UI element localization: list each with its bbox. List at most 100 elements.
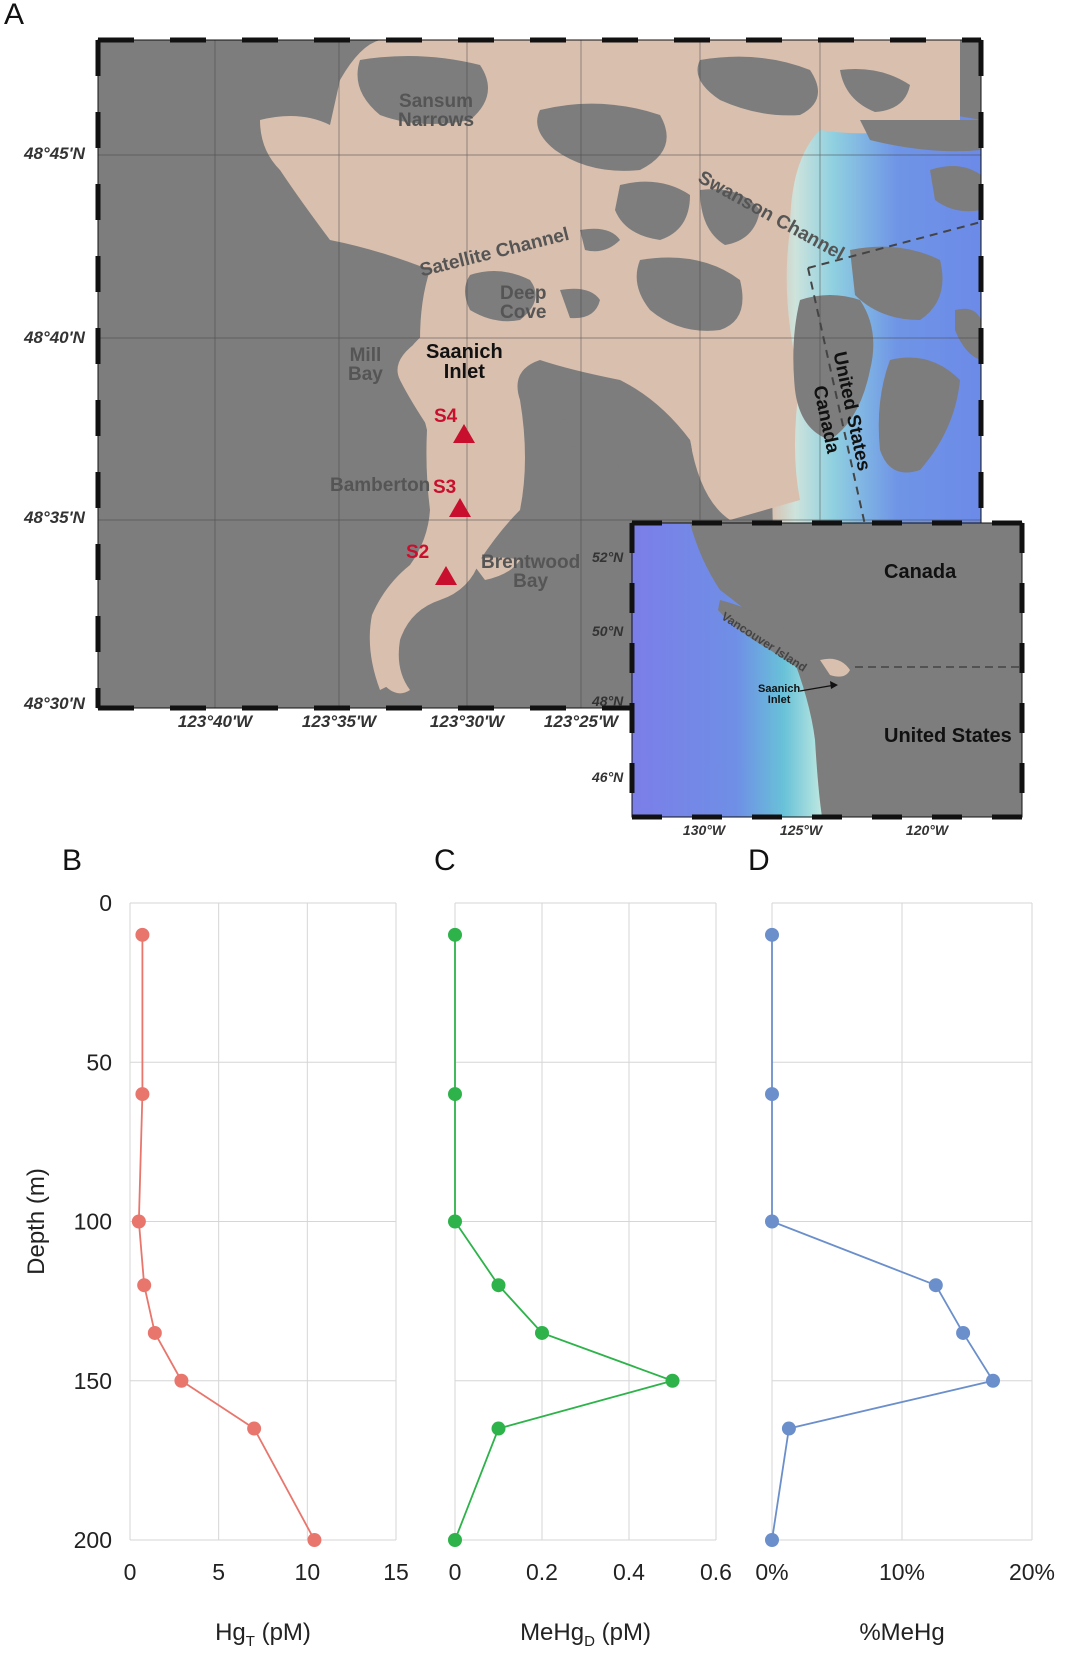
panel-d-label: D: [748, 844, 770, 877]
data-point: [928, 1278, 943, 1293]
x-tick-label: 5: [212, 1559, 225, 1585]
y-tick-label: 200: [74, 1527, 112, 1553]
data-point: [535, 1325, 549, 1340]
data-point: [665, 1373, 680, 1388]
data-point: [956, 1325, 971, 1340]
data-point: [448, 927, 462, 942]
lon-label-12325: 123°25'W: [543, 712, 619, 731]
lat-label-4830: 48°30'N: [24, 694, 85, 713]
panel-a-label: A: [4, 0, 25, 31]
inset-lat-52: 52°N: [592, 549, 624, 565]
island: [930, 166, 981, 212]
lon-label-12340: 123°40'W: [177, 712, 253, 731]
data-point: [135, 1087, 150, 1102]
x-tick-label: 0.6: [700, 1559, 732, 1585]
vancouver-island: [718, 600, 847, 690]
data-point: [986, 1373, 1000, 1388]
label-saanich-inlet: Saanich Inlet: [426, 341, 503, 383]
data-point: [491, 1421, 506, 1436]
site-s3-label: S3: [433, 477, 457, 498]
y-tick-label: 150: [74, 1368, 112, 1394]
saanich-inlet-water: [369, 326, 510, 690]
label-mill-bay: Mill Bay: [348, 345, 383, 385]
series-line: [454, 934, 676, 1541]
island: [537, 103, 667, 171]
lon-label-12335: 123°35'W: [301, 712, 377, 731]
x-axis-label: %MeHg: [859, 1619, 944, 1646]
data-point: [781, 1421, 796, 1436]
island: [697, 56, 818, 116]
series-line: [771, 934, 995, 1541]
data-point: [448, 1087, 462, 1102]
site-s4-marker: [453, 424, 475, 443]
island: [560, 288, 600, 319]
label-brentwood-bay: Brentwood Bay: [481, 552, 581, 592]
data-point: [307, 1533, 322, 1547]
panel-c-label: C: [434, 844, 456, 877]
island: [700, 189, 760, 245]
island: [793, 295, 874, 440]
island: [860, 120, 981, 152]
inset-label-saanich-inlet: Saanich Inlet: [758, 683, 801, 706]
data-point: [174, 1373, 189, 1388]
inset-ocean: [632, 523, 822, 817]
inset-lon-120: 120°W: [905, 822, 949, 838]
label-sansum-narrows: Sansum Narrows: [398, 91, 475, 131]
x-tick-label: 10: [295, 1559, 321, 1585]
lat-label-4845: 48°45'N: [24, 144, 85, 163]
data-point: [765, 1533, 779, 1547]
data-point: [135, 927, 150, 942]
x-axis-label: HgT (pM): [215, 1619, 311, 1650]
island: [465, 271, 536, 322]
inset-neatline: [629, 520, 1025, 820]
island: [878, 357, 960, 473]
lat-label-4840: 48°40'N: [24, 328, 85, 347]
x-tick-label: 0.2: [526, 1559, 558, 1585]
y-tick-label: 0: [99, 890, 112, 916]
data-point: [131, 1214, 146, 1229]
series-line: [137, 934, 316, 1541]
inset-lat-50: 50°N: [592, 623, 624, 639]
x-tick-label: 0.4: [613, 1559, 645, 1585]
data-point: [491, 1278, 506, 1293]
x-axis-label: MeHgD (pM): [520, 1619, 651, 1650]
island: [615, 181, 690, 240]
island: [560, 419, 595, 447]
x-tick-label: 0%: [755, 1559, 788, 1585]
island: [850, 246, 943, 320]
data-point: [448, 1533, 462, 1547]
inset-label-united-states: United States: [884, 725, 1012, 747]
label-deep-cove: Deep Cove: [500, 283, 547, 323]
site-s4-label: S4: [434, 406, 458, 427]
y-axis-label: Depth (m): [23, 1168, 50, 1275]
saanich-map: [95, 37, 1025, 820]
data-point: [137, 1278, 152, 1293]
island: [580, 228, 620, 252]
y-tick-label: 100: [74, 1209, 112, 1235]
panel-b-label: B: [62, 844, 83, 877]
lon-label-12330: 123°30'W: [429, 712, 505, 731]
x-tick-label: 0: [124, 1559, 137, 1585]
island: [615, 417, 693, 500]
data-point: [765, 1214, 779, 1229]
data-point: [448, 1214, 462, 1229]
lat-label-4835: 48°35'N: [24, 508, 85, 527]
x-tick-label: 20%: [1009, 1559, 1055, 1585]
border-line: [807, 221, 982, 526]
x-tick-label: 10%: [879, 1559, 925, 1585]
inset-lon-130: 130°W: [682, 822, 726, 838]
island: [955, 308, 981, 360]
data-point: [765, 1087, 779, 1102]
data-point: [147, 1325, 162, 1340]
inset-lon-125: 125°W: [779, 822, 823, 838]
island: [636, 257, 743, 331]
island: [840, 69, 910, 112]
x-tick-label: 0: [449, 1559, 462, 1585]
data-point: [247, 1421, 262, 1436]
island: [357, 56, 488, 124]
site-s3-marker: [449, 498, 471, 517]
inset-label-canada: Canada: [884, 561, 957, 583]
site-s2-marker: [435, 566, 457, 585]
label-bamberton: Bamberton: [330, 475, 431, 496]
